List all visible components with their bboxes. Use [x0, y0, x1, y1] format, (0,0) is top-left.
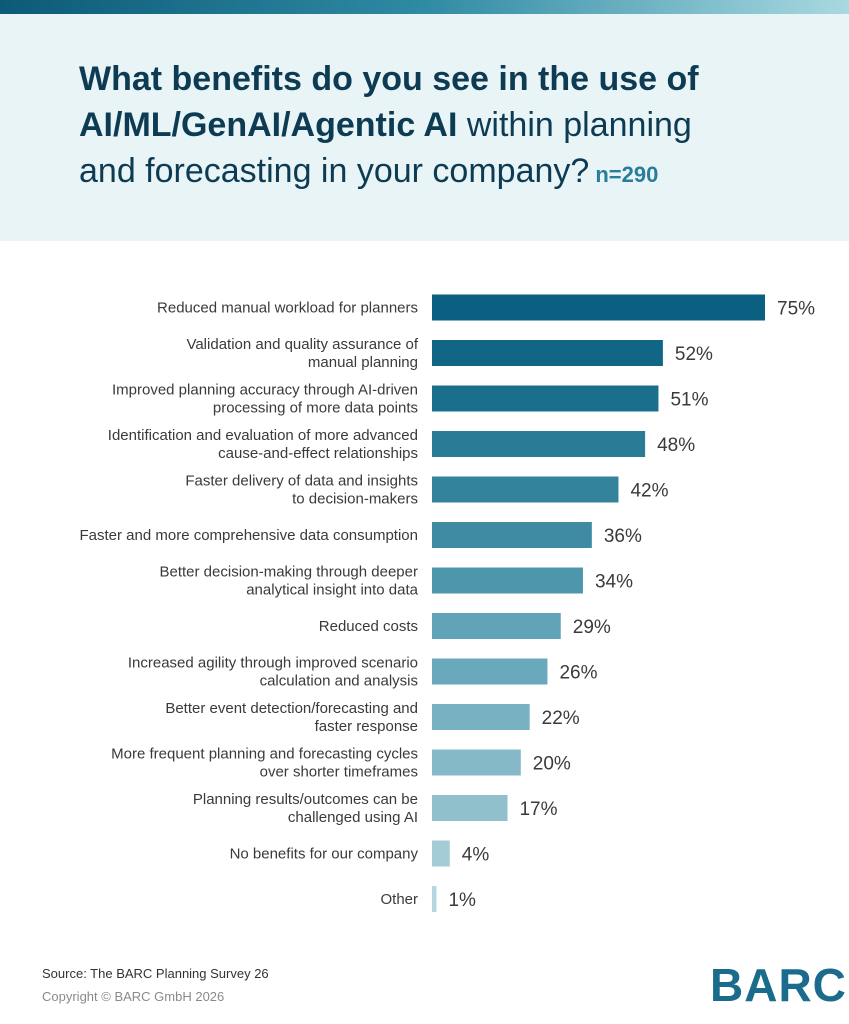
bar	[432, 613, 561, 639]
source-note: Source: The BARC Planning Survey 26	[42, 966, 269, 981]
category-label: Other	[380, 891, 418, 908]
value-label: 26%	[559, 663, 597, 684]
bar	[432, 567, 583, 594]
value-label: 17%	[519, 799, 557, 820]
value-label: 1%	[448, 890, 476, 911]
bar	[432, 522, 592, 548]
bar	[432, 431, 646, 457]
bar	[432, 340, 663, 366]
category-label: No benefits for our company	[230, 846, 419, 863]
category-label: Increased agility through improved scena…	[128, 655, 418, 690]
bar	[432, 749, 521, 776]
bar	[432, 886, 437, 912]
barc-logo: BARC	[710, 959, 847, 1011]
value-label: 34%	[595, 572, 633, 593]
category-label: Identification and evaluation of more ad…	[108, 427, 418, 462]
title-line-2-bold: AI/ML/GenAI/Agentic AI	[79, 106, 458, 144]
header-panel: What benefits do you see in the use of A…	[0, 14, 849, 241]
sample-size: n=290	[595, 162, 659, 187]
value-label: 22%	[542, 708, 580, 729]
value-label: 52%	[675, 344, 713, 365]
value-label: 36%	[604, 526, 642, 547]
value-label: 48%	[657, 435, 695, 456]
bar	[432, 476, 619, 503]
category-label: Reduced manual workload for planners	[157, 300, 418, 317]
bar	[432, 658, 548, 685]
value-label: 75%	[777, 299, 815, 320]
title-line-3: and forecasting in your company?	[79, 152, 590, 190]
title-line-2-regular: within planning	[466, 106, 692, 144]
bar	[432, 840, 450, 867]
bar	[432, 704, 530, 730]
copyright-note: Copyright © BARC GmbH 2026	[42, 989, 225, 1004]
category-label: Better event detection/forecasting and fa…	[165, 700, 418, 735]
value-label: 20%	[533, 754, 571, 775]
category-label: Better decision-making through deeper ana…	[160, 564, 419, 599]
bar	[432, 294, 765, 321]
value-label: 4%	[462, 845, 490, 866]
chart-title: What benefits do you see in the use of A…	[79, 56, 799, 198]
value-label: 29%	[573, 617, 611, 638]
bar	[432, 385, 659, 412]
value-label: 51%	[670, 390, 708, 411]
title-line-1: What benefits do you see in the use of	[79, 60, 699, 98]
category-label: Validation and quality assurance of manua…	[186, 336, 418, 371]
category-label: Improved planning accuracy through AI-dr…	[112, 382, 418, 417]
category-label: Reduced costs	[319, 618, 418, 635]
category-label: More frequent planning and forecasting c…	[111, 746, 418, 781]
value-label: 42%	[630, 481, 668, 502]
category-label: Faster delivery of data and insights to d…	[185, 473, 418, 508]
top-accent-bar	[0, 0, 849, 14]
category-label: Planning results/outcomes can be challeng…	[193, 791, 418, 826]
category-label: Faster and more comprehensive data consu…	[79, 527, 418, 544]
bar	[432, 795, 508, 821]
footer: Source: The BARC Planning Survey 26 Copy…	[42, 962, 269, 1008]
